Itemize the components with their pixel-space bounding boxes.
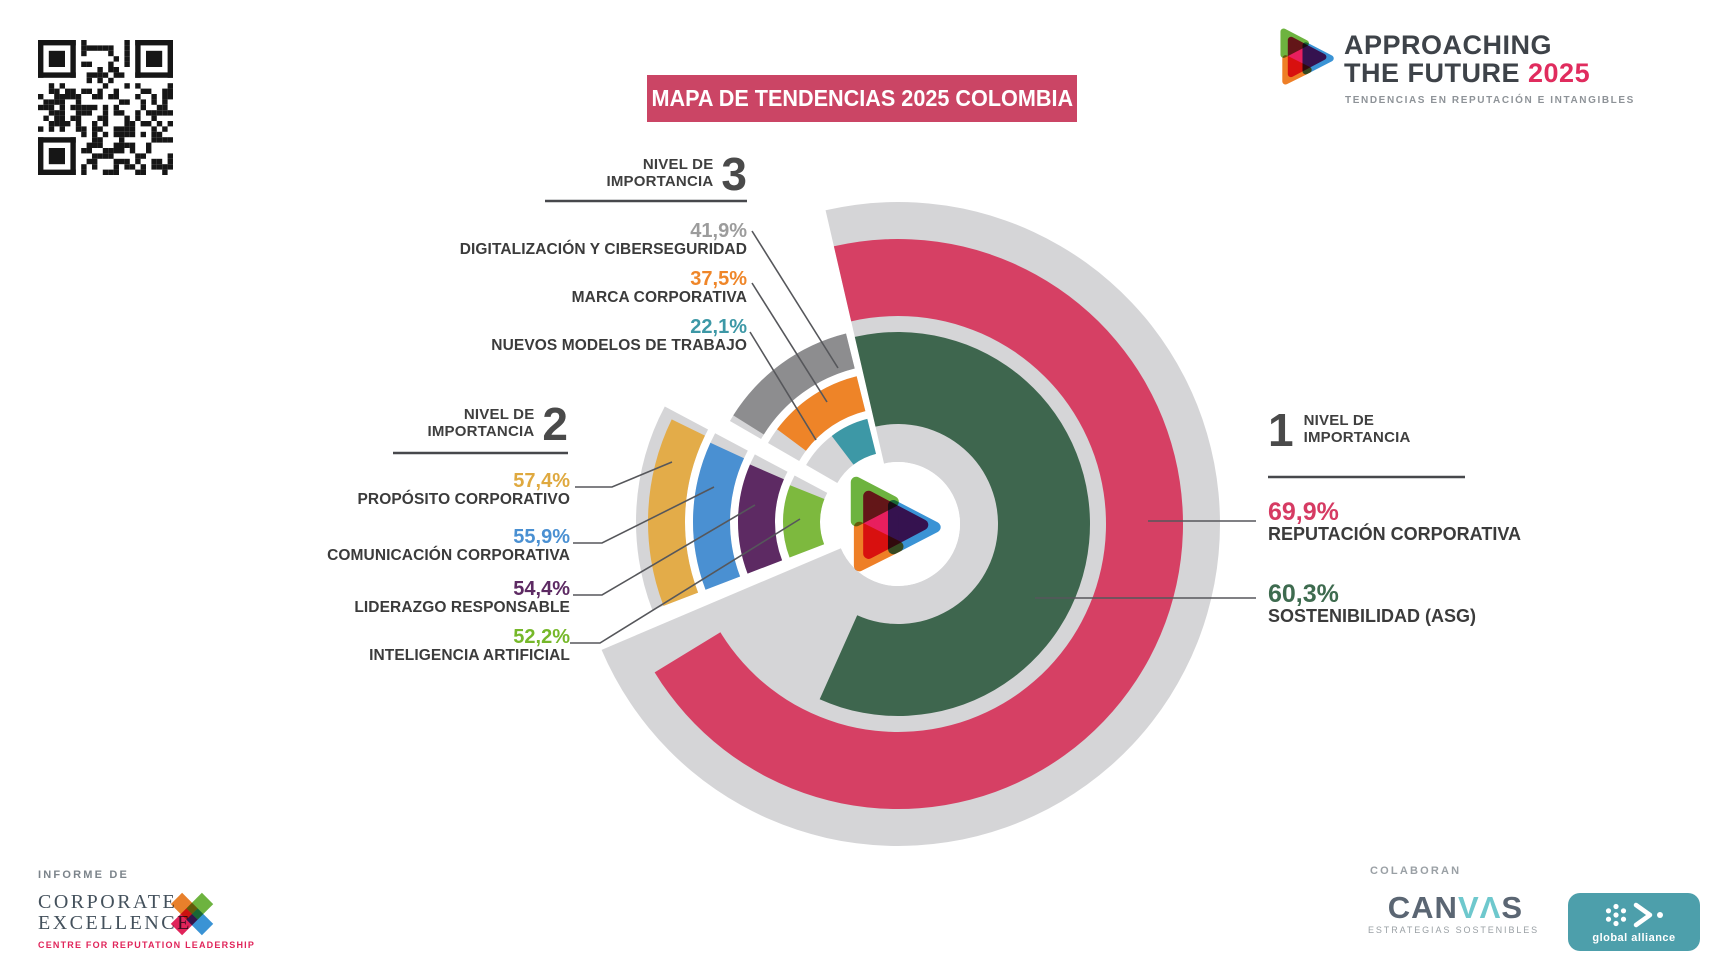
level3-number: 3	[721, 148, 747, 200]
level3-heading-post: IMPORTANCIA	[606, 173, 714, 190]
page-title: MAPA DE TENDENCIAS 2025 COLOMBIA	[647, 75, 1077, 122]
name-digitalizacion: DIGITALIZACIÓN Y CIBERSEGURIDAD	[459, 241, 747, 258]
leader-line-6	[570, 518, 801, 644]
brand-line2: THE FUTURE 2025	[1344, 58, 1591, 88]
qr-code	[38, 40, 173, 175]
leader-line-1	[751, 282, 828, 403]
name-reputacion: REPUTACIÓN CORPORATIVA	[1268, 524, 1522, 544]
level1-heading: 1 NIVEL DE IMPORTANCIA	[1268, 404, 1411, 456]
arc-marca-corporativa	[777, 376, 866, 451]
leader-line-5	[573, 504, 756, 596]
leader-line-0	[751, 230, 839, 369]
arc-digitalizacion-y-ciberseguridad	[733, 333, 855, 435]
level2-number: 2	[542, 398, 568, 450]
arc-inteligencia-artificial	[783, 485, 825, 558]
arc-comunicacion-corporativa	[692, 442, 744, 590]
level2-heading-pre: NIVEL DE	[463, 406, 535, 423]
label-proposito: 57,4% PROPÓSITO CORPORATIVO	[90, 470, 570, 508]
leader-line-2	[749, 331, 817, 441]
page-title-text: MAPA DE TENDENCIAS 2025 COLOMBIA	[651, 85, 1073, 111]
global-alliance-text: global alliance	[1592, 932, 1676, 944]
brand-line1: APPROACHING	[1344, 30, 1553, 60]
level2-heading: NIVEL DE IMPORTANCIA 2	[427, 398, 568, 450]
name-proposito: PROPÓSITO CORPORATIVO	[357, 491, 570, 508]
global-alliance-badge: global alliance	[1568, 893, 1700, 951]
label-comunicacion: 55,9% COMUNICACIÓN CORPORATIVA	[90, 526, 570, 564]
global-alliance-icon	[1605, 902, 1663, 928]
label-inteligencia: 52,2% INTELIGENCIA ARTIFICIAL	[90, 626, 570, 664]
name-liderazgo: LIDERAZGO RESPONSABLE	[354, 599, 570, 616]
name-inteligencia: INTELIGENCIA ARTIFICIAL	[369, 647, 570, 664]
canvas-text-2: VΛ	[1457, 890, 1502, 925]
corporate-line2: EXCELLENCE	[38, 912, 192, 934]
name-nuevos-modelos: NUEVOS MODELOS DE TRABAJO	[491, 337, 747, 354]
label-marca: 37,5% MARCA CORPORATIVA	[267, 268, 747, 306]
brand-header: APPROACHING THE FUTURE 2025 TENDENCIAS E…	[1280, 24, 1700, 114]
label-reputacion: 69,9% REPUTACIÓN CORPORATIVA	[1268, 498, 1688, 545]
level3-heading: NIVEL DE IMPORTANCIA 3	[606, 148, 747, 200]
level1-number: 1	[1268, 404, 1294, 456]
colaboran-label: COLABORAN	[1370, 865, 1462, 877]
canvas-logo: CANVΛS ESTRATEGIAS SOSTENIBLES	[1368, 890, 1540, 935]
brand-year: 2025	[1528, 58, 1591, 88]
informe-de-label: INFORME DE	[38, 869, 130, 881]
value-liderazgo: 54,4%	[513, 578, 570, 600]
level3-heading-pre: NIVEL DE	[642, 156, 714, 173]
value-reputacion: 69,9%	[1268, 498, 1339, 526]
level2-heading-post: IMPORTANCIA	[427, 423, 535, 440]
label-nuevos-modelos: 22,1% NUEVOS MODELOS DE TRABAJO	[267, 316, 747, 354]
arc-sostenibilidad-asg	[819, 331, 1091, 717]
chart-hub-logo-icon	[850, 476, 941, 572]
value-proposito: 57,4%	[513, 470, 570, 492]
label-sostenibilidad: 60,3% SOSTENIBILIDAD (ASG)	[1268, 580, 1688, 627]
value-nuevos-modelos: 22,1%	[690, 316, 747, 338]
value-inteligencia: 52,2%	[513, 626, 570, 648]
label-liderazgo: 54,4% LIDERAZGO RESPONSABLE	[90, 578, 570, 616]
level3-wedge	[729, 333, 877, 483]
leader-line-4	[573, 486, 715, 544]
corporate-excellence-logo: CORPORATE EXCELLENCE CENTRE FOR REPUTATI…	[38, 891, 256, 951]
canvas-tagline: ESTRATEGIAS SOSTENIBLES	[1368, 925, 1540, 935]
arc-reputacion-corporativa	[654, 239, 1183, 810]
name-marca: MARCA CORPORATIVA	[571, 289, 747, 306]
arc-liderazgo-responsable	[738, 464, 784, 574]
name-comunicacion: COMUNICACIÓN CORPORATIVA	[327, 547, 570, 564]
arc-nuevos-modelos-de-trabajo	[831, 418, 877, 465]
brand-tagline: TENDENCIAS EN REPUTACIÓN E INTANGIBLES	[1345, 95, 1635, 106]
corporate-line1: CORPORATE	[38, 891, 178, 913]
leader-line-3	[575, 461, 673, 488]
canvas-text-1: CAN	[1387, 890, 1458, 925]
level1-heading-pre: NIVEL DE	[1303, 412, 1375, 429]
value-comunicacion: 55,9%	[513, 526, 570, 548]
canvas-text-3: S	[1501, 890, 1523, 925]
value-digitalizacion: 41,9%	[690, 220, 747, 242]
name-sostenibilidad: SOSTENIBILIDAD (ASG)	[1268, 606, 1477, 626]
corporate-tagline: CENTRE FOR REPUTATION LEADERSHIP	[38, 940, 256, 950]
value-sostenibilidad: 60,3%	[1268, 580, 1339, 608]
approaching-the-future-logo-icon	[1280, 28, 1334, 85]
value-marca: 37,5%	[690, 268, 747, 290]
corporate-excellence-icon	[170, 892, 214, 936]
label-digitalizacion: 41,9% DIGITALIZACIÓN Y CIBERSEGURIDAD	[267, 220, 747, 258]
level1-heading-post: IMPORTANCIA	[1303, 429, 1411, 446]
